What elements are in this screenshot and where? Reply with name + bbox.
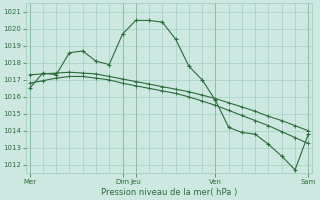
X-axis label: Pression niveau de la mer( hPa ): Pression niveau de la mer( hPa ) bbox=[101, 188, 237, 197]
